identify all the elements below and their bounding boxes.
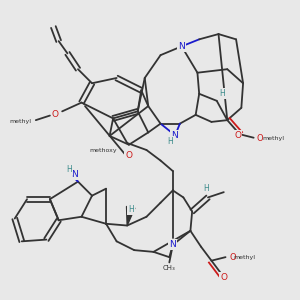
- Text: N: N: [171, 131, 178, 140]
- Text: methyl: methyl: [233, 255, 255, 260]
- Text: N: N: [71, 170, 78, 179]
- Text: methoxy: methoxy: [89, 148, 117, 153]
- Text: O: O: [220, 273, 227, 282]
- Text: H: H: [219, 89, 225, 98]
- Text: methyl: methyl: [262, 136, 284, 141]
- Text: H: H: [128, 205, 134, 214]
- Text: O: O: [52, 110, 58, 119]
- Text: N: N: [169, 240, 176, 249]
- Text: O: O: [125, 151, 132, 160]
- Polygon shape: [127, 206, 135, 226]
- Text: methyl: methyl: [9, 119, 31, 124]
- Text: N: N: [178, 42, 185, 51]
- Text: H: H: [167, 137, 173, 146]
- Text: O: O: [234, 131, 241, 140]
- Text: H: H: [66, 165, 72, 174]
- Text: CH₃: CH₃: [162, 265, 175, 271]
- Text: O: O: [256, 134, 263, 143]
- Text: O: O: [229, 254, 236, 262]
- Text: H: H: [203, 184, 209, 193]
